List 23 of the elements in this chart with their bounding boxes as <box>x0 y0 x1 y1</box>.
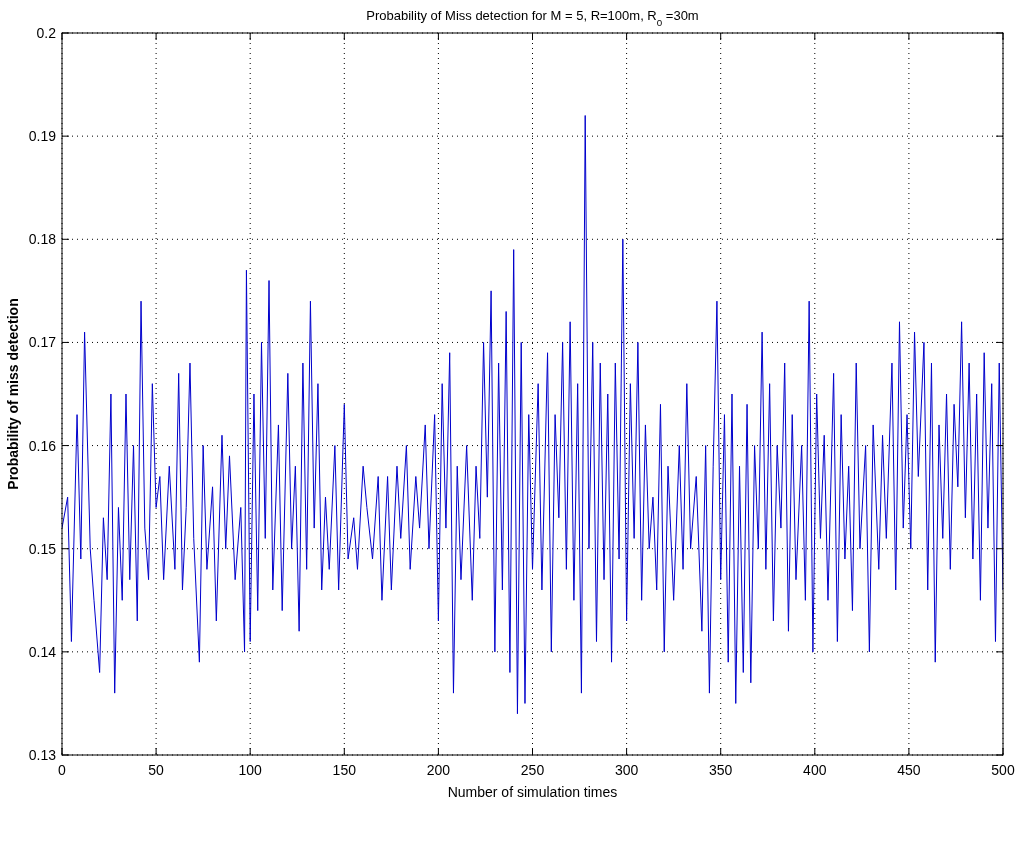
x-tick-label: 300 <box>614 762 639 778</box>
x-tick-label: 50 <box>148 762 165 778</box>
x-axis-title: Number of simulation times <box>447 784 618 800</box>
y-tick-label: 0.16 <box>28 437 57 454</box>
x-tick-label: 350 <box>709 762 733 778</box>
y-tick-label: 0.14 <box>28 643 57 660</box>
x-tick-label: 400 <box>803 762 827 778</box>
x-tick-label: 500 <box>991 762 1015 778</box>
x-tick-label: 0 <box>58 762 67 778</box>
x-tick-label: 150 <box>332 762 357 778</box>
line-series <box>62 115 1003 715</box>
y-tick-label: 0.17 <box>28 334 57 351</box>
chart-title: Probability of Miss detection for M = 5, R=100m, R$_{0}$ =30m <box>366 8 699 28</box>
y-tick-label: 0.2 <box>36 25 57 41</box>
x-tick-label: 250 <box>520 762 545 778</box>
y-tick-label: 0.19 <box>28 128 57 145</box>
x-tick-label: 200 <box>426 762 451 778</box>
y-tick-label: 0.13 <box>28 747 57 763</box>
x-tick-label: 450 <box>897 762 921 778</box>
y-tick-label: 0.18 <box>28 231 57 248</box>
y-axis-title: Probability of miss detection <box>5 298 21 490</box>
y-tick-label: 0.15 <box>28 540 57 557</box>
x-tick-label: 100 <box>238 762 263 778</box>
